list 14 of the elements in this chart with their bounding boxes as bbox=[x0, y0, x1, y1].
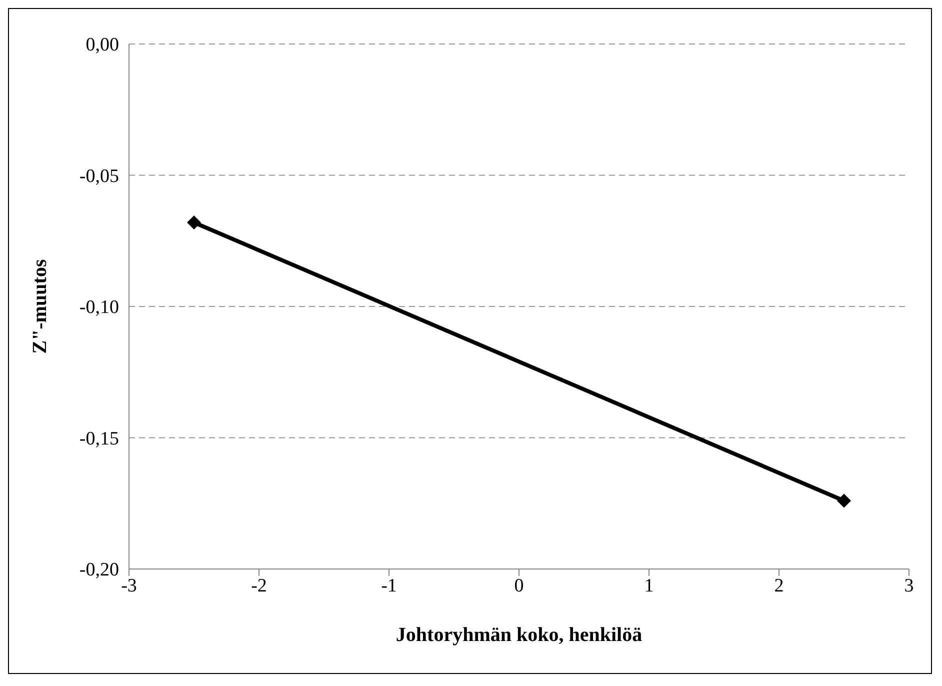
x-tick-label: 3 bbox=[904, 575, 914, 596]
y-tick-label: -0,15 bbox=[79, 428, 119, 450]
x-tick-label: 0 bbox=[514, 575, 524, 596]
y-tick-label: -0,10 bbox=[79, 297, 119, 318]
y-axis-title: Z"-muutos bbox=[29, 259, 52, 354]
x-tick-label: -2 bbox=[251, 575, 267, 596]
x-tick-label: 1 bbox=[644, 575, 654, 596]
y-tick-label: -0,05 bbox=[79, 166, 119, 187]
y-tick-label: -0,20 bbox=[79, 560, 119, 581]
y-tick-label: 0,00 bbox=[86, 34, 119, 56]
x-tick-label: -1 bbox=[381, 575, 397, 596]
x-tick-label: 2 bbox=[774, 575, 784, 596]
x-axis-title: Johtoryhmän koko, henkilöä bbox=[396, 624, 642, 646]
x-tick-label: -3 bbox=[121, 575, 137, 596]
